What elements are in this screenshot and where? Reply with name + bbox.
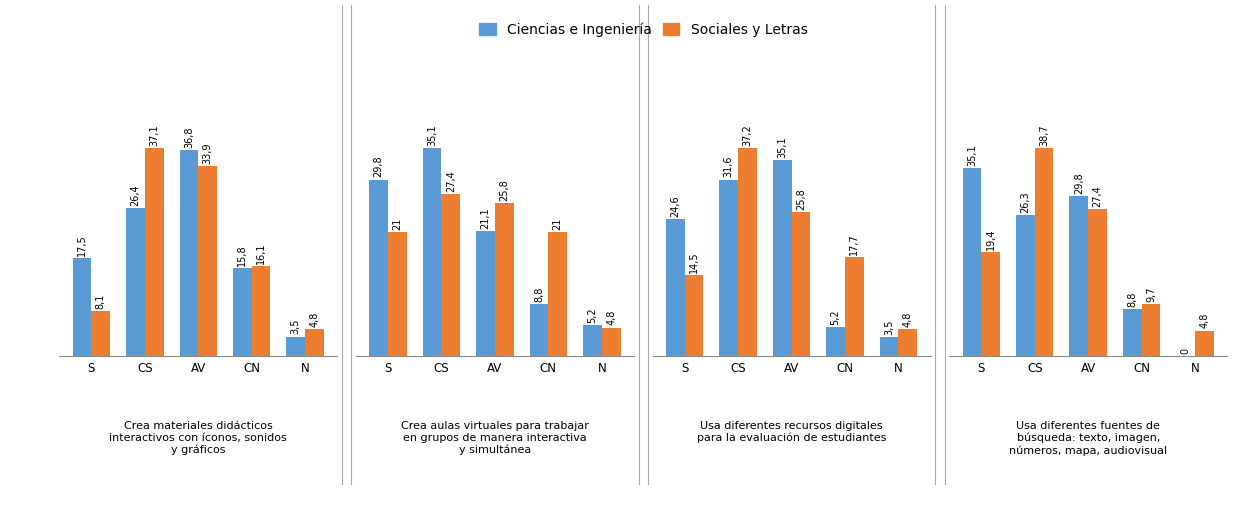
Bar bbox=[91, 311, 110, 356]
Text: 21: 21 bbox=[553, 217, 563, 230]
Text: 26,3: 26,3 bbox=[1020, 191, 1030, 213]
Bar bbox=[1142, 304, 1160, 356]
Text: 38,7: 38,7 bbox=[1039, 125, 1049, 146]
Text: 8,1: 8,1 bbox=[96, 293, 106, 308]
Text: 26,4: 26,4 bbox=[130, 184, 140, 206]
Bar bbox=[370, 180, 388, 356]
Text: 17,5: 17,5 bbox=[77, 234, 87, 256]
Bar bbox=[145, 149, 164, 356]
Bar bbox=[827, 327, 846, 356]
Text: Usa diferentes fuentes de
búsqueda: texto, imagen,
números, mapa, audiovisual: Usa diferentes fuentes de búsqueda: text… bbox=[1009, 421, 1168, 456]
Bar bbox=[738, 149, 757, 356]
Text: 29,8: 29,8 bbox=[1074, 173, 1084, 194]
Text: 14,5: 14,5 bbox=[689, 251, 699, 273]
Text: 17,7: 17,7 bbox=[849, 234, 859, 255]
Text: 0: 0 bbox=[1180, 348, 1190, 354]
Bar bbox=[388, 232, 407, 356]
Bar bbox=[963, 168, 982, 356]
Bar bbox=[234, 268, 252, 356]
Text: 25,8: 25,8 bbox=[500, 179, 510, 201]
Bar bbox=[1088, 209, 1107, 356]
Text: 27,4: 27,4 bbox=[446, 170, 456, 191]
Text: 16,1: 16,1 bbox=[256, 242, 266, 264]
Bar bbox=[441, 194, 460, 356]
Legend: Ciencias e Ingeniería, Sociales y Letras: Ciencias e Ingeniería, Sociales y Letras bbox=[480, 22, 807, 37]
Bar bbox=[602, 328, 621, 356]
Bar bbox=[1015, 215, 1034, 356]
Bar bbox=[495, 204, 513, 356]
Text: 8,8: 8,8 bbox=[1128, 292, 1138, 307]
Bar bbox=[792, 212, 811, 356]
Bar bbox=[1034, 149, 1053, 356]
Bar bbox=[982, 252, 1000, 356]
Bar bbox=[548, 232, 567, 356]
Text: 4,8: 4,8 bbox=[606, 310, 616, 325]
Bar bbox=[126, 208, 145, 356]
Text: 27,4: 27,4 bbox=[1093, 185, 1103, 207]
Bar bbox=[1195, 330, 1214, 356]
Text: 37,2: 37,2 bbox=[742, 124, 752, 146]
Bar bbox=[72, 258, 91, 356]
Bar bbox=[1123, 309, 1142, 356]
Bar bbox=[879, 337, 898, 356]
Text: Usa diferentes recursos digitales
para la evaluación de estudiantes: Usa diferentes recursos digitales para l… bbox=[697, 421, 887, 443]
Text: 37,1: 37,1 bbox=[149, 125, 159, 146]
Bar bbox=[252, 266, 271, 356]
Text: Crea aulas virtuales para trabajar
en grupos de manera interactiva
y simultánea: Crea aulas virtuales para trabajar en gr… bbox=[401, 421, 588, 455]
Text: 5,2: 5,2 bbox=[831, 309, 841, 325]
Text: 4,8: 4,8 bbox=[310, 312, 320, 327]
Bar bbox=[898, 329, 917, 356]
Text: 36,8: 36,8 bbox=[184, 126, 194, 148]
Text: 19,4: 19,4 bbox=[985, 229, 995, 250]
Bar bbox=[719, 180, 738, 356]
Bar bbox=[846, 258, 864, 356]
Bar bbox=[199, 166, 217, 356]
Text: 8,8: 8,8 bbox=[535, 287, 545, 302]
Text: 33,9: 33,9 bbox=[202, 143, 212, 164]
Text: 9,7: 9,7 bbox=[1147, 287, 1157, 302]
Bar bbox=[1069, 196, 1088, 356]
Bar bbox=[476, 231, 495, 356]
Bar bbox=[684, 275, 703, 356]
Text: 35,1: 35,1 bbox=[777, 136, 787, 158]
Bar bbox=[286, 336, 305, 356]
Text: 4,8: 4,8 bbox=[1199, 313, 1209, 328]
Text: 24,6: 24,6 bbox=[671, 195, 681, 217]
Text: 21,1: 21,1 bbox=[481, 207, 491, 229]
Text: 5,2: 5,2 bbox=[587, 307, 597, 323]
Text: 21: 21 bbox=[392, 217, 402, 230]
Text: 4,8: 4,8 bbox=[903, 312, 913, 327]
Bar bbox=[583, 325, 602, 356]
Text: 35,1: 35,1 bbox=[967, 144, 977, 165]
Bar bbox=[180, 150, 199, 356]
Bar bbox=[305, 329, 323, 356]
Text: 25,8: 25,8 bbox=[796, 188, 806, 210]
Text: 15,8: 15,8 bbox=[237, 244, 247, 266]
Text: 31,6: 31,6 bbox=[723, 156, 733, 178]
Bar bbox=[773, 160, 792, 356]
Bar bbox=[530, 304, 548, 356]
Text: Crea materiales didácticos
interactivos con íconos, sonidos
y gráficos: Crea materiales didácticos interactivos … bbox=[110, 421, 287, 455]
Text: 3,5: 3,5 bbox=[884, 319, 894, 334]
Bar bbox=[666, 219, 684, 356]
Text: 3,5: 3,5 bbox=[291, 319, 301, 334]
Text: 35,1: 35,1 bbox=[427, 124, 437, 146]
Bar bbox=[422, 149, 441, 356]
Text: 29,8: 29,8 bbox=[373, 156, 383, 178]
